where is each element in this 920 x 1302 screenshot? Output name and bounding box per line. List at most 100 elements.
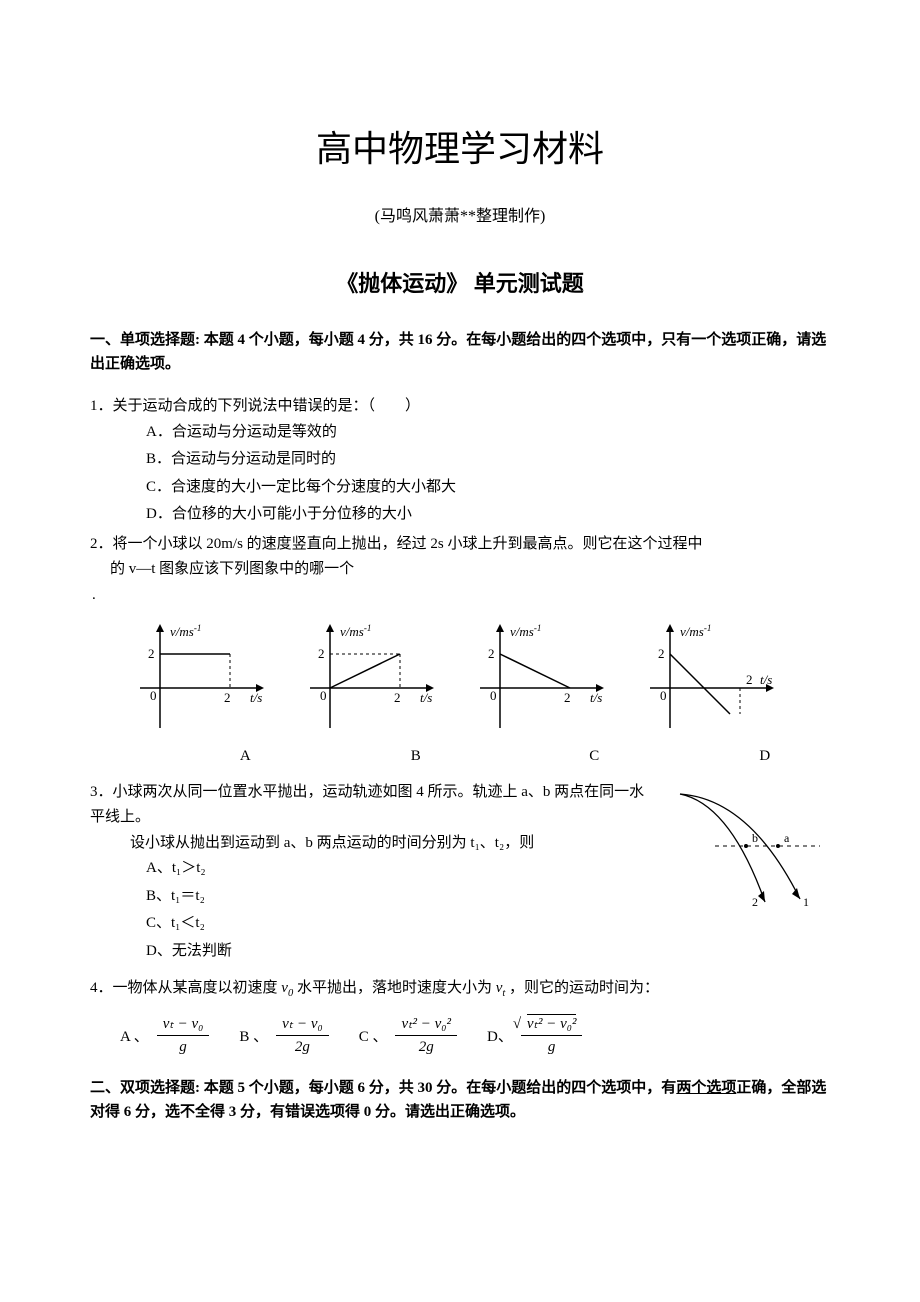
q4-opt-b-label: B 、 bbox=[239, 1025, 268, 1046]
s2-m4: 分，选不全得 bbox=[131, 1104, 229, 1120]
q4-frac-c-den: 2g bbox=[419, 1036, 434, 1056]
svg-text:0: 0 bbox=[150, 688, 157, 703]
q2-chart-a: v/ms-1 2 0 2 t/s bbox=[120, 618, 280, 738]
s2-m1: 个小题，每小题 bbox=[245, 1080, 358, 1096]
svg-text:t/s: t/s bbox=[590, 690, 602, 705]
q4-opt-d: D、 √ vₜ² − v₀² g bbox=[487, 1015, 582, 1056]
svg-text:0: 0 bbox=[660, 688, 667, 703]
svg-text:b: b bbox=[752, 831, 758, 845]
q3-opt-a: A、t₁＞t₂ bbox=[146, 856, 650, 882]
main-title: 高中物理学习材料 bbox=[90, 120, 830, 172]
q2: 2．将一个小球以 20m/s 的速度竖直向上抛出，经过 2s 小球上升到最高点。… bbox=[90, 532, 830, 770]
section1-b2: 4 bbox=[358, 332, 366, 348]
q1-opt-b: B．合运动与分运动是同时的 bbox=[146, 447, 830, 473]
q2-chart-labels: A B C D bbox=[120, 744, 830, 770]
svg-text:2: 2 bbox=[746, 672, 753, 687]
q2-label-c: C bbox=[481, 744, 660, 770]
q4-stem-mid: 水平抛出，落地时速度大小为 bbox=[293, 980, 496, 996]
q3-opt-c: C、t₁＜t₂ bbox=[146, 911, 650, 937]
s2-m2: 分，共 bbox=[365, 1080, 418, 1096]
q4-v0: v0 bbox=[281, 980, 293, 996]
q4-opt-b: B 、 vₜ − v₀ 2g bbox=[239, 1015, 328, 1056]
q1-opt-d: D．合位移的大小可能小于分位移的大小 bbox=[146, 502, 830, 528]
q1: 1．关于运动合成的下列说法中错误的是：（ ） A．合运动与分运动是等效的 B．合… bbox=[90, 394, 830, 528]
q4-frac-b: vₜ − v₀ 2g bbox=[276, 1015, 329, 1056]
q2-chart-d: v/ms-1 2 0 2 t/s bbox=[630, 618, 790, 738]
s2-prefix: 二、双项选择题: 本题 bbox=[90, 1080, 238, 1096]
q3-text: 3．小球两次从同一位置水平抛出，运动轨迹如图 4 所示。轨迹上 a、b 两点在同… bbox=[90, 780, 650, 967]
q2-chart-b: v/ms-1 2 0 2 t/s bbox=[290, 618, 450, 738]
section1-m3: 分。在每小题给出的四个选项中， bbox=[433, 332, 662, 348]
s2-b1: 5 bbox=[238, 1080, 246, 1096]
credit-line: (马鸣风萧萧**整理制作) bbox=[90, 202, 830, 226]
svg-text:t/s: t/s bbox=[420, 690, 432, 705]
svg-text:v/ms-1: v/ms-1 bbox=[170, 623, 201, 639]
q4-frac-d-num: √ vₜ² − v₀² bbox=[521, 1015, 583, 1036]
q2-line1: 2．将一个小球以 20m/s 的速度竖直向上抛出，经过 2s 小球上升到最高点。… bbox=[90, 532, 830, 558]
s2-b2: 6 bbox=[358, 1080, 366, 1096]
q4-frac-a-den: g bbox=[179, 1036, 187, 1056]
q4-frac-c-num: vₜ² − v₀² bbox=[395, 1015, 457, 1036]
q4-frac-d-den: g bbox=[548, 1036, 556, 1056]
q3-svg: b a 1 2 bbox=[660, 784, 830, 914]
q4-frac-d: √ vₜ² − v₀² g bbox=[521, 1015, 583, 1056]
svg-text:v/ms-1: v/ms-1 bbox=[680, 623, 711, 639]
q3: 3．小球两次从同一位置水平抛出，运动轨迹如图 4 所示。轨迹上 a、b 两点在同… bbox=[90, 780, 830, 967]
q3-line2: 设小球从抛出到运动到 a、b 两点运动的时间分别为 t₁、t₂，则 bbox=[130, 831, 650, 857]
svg-text:2: 2 bbox=[318, 646, 325, 661]
section1-m1: 个小题，每小题 bbox=[245, 332, 358, 348]
svg-text:2: 2 bbox=[488, 646, 495, 661]
q2-label-a: A bbox=[120, 744, 311, 770]
q3-opt-b: B、t₁＝t₂ bbox=[146, 884, 650, 910]
svg-text:2: 2 bbox=[564, 690, 571, 705]
q4-opt-c: C 、 vₜ² − v₀² 2g bbox=[359, 1015, 457, 1056]
q4-frac-a-num: vₜ − v₀ bbox=[157, 1015, 210, 1036]
q1-opt-a: A．合运动与分运动是等效的 bbox=[146, 420, 830, 446]
q4-vt: vt bbox=[496, 980, 506, 996]
s2-t1u: 两个选项 bbox=[676, 1080, 736, 1096]
q3-figure: b a 1 2 bbox=[660, 784, 830, 924]
q3-line1: 3．小球两次从同一位置水平抛出，运动轨迹如图 4 所示。轨迹上 a、b 两点在同… bbox=[90, 780, 650, 831]
q1-options: A．合运动与分运动是等效的 B．合运动与分运动是同时的 C．合速度的大小一定比每… bbox=[146, 420, 830, 528]
svg-text:t/s: t/s bbox=[250, 690, 262, 705]
q3-options: A、t₁＞t₂ B、t₁＝t₂ C、t₁＜t₂ D、无法判断 bbox=[146, 856, 650, 964]
svg-text:2: 2 bbox=[394, 690, 401, 705]
q4-opt-a-label: A 、 bbox=[120, 1025, 149, 1046]
q2-label-b: B bbox=[311, 744, 482, 770]
q4-frac-a: vₜ − v₀ g bbox=[157, 1015, 210, 1056]
section1-m2: 分，共 bbox=[365, 332, 418, 348]
svg-text:t/s: t/s bbox=[760, 672, 772, 687]
q2-label-d: D bbox=[660, 744, 831, 770]
section1-b1: 4 bbox=[238, 332, 246, 348]
section2-heading: 二、双项选择题: 本题 5 个小题，每小题 6 分，共 30 分。在每小题给出的… bbox=[90, 1076, 830, 1124]
q4-formula-row: A 、 vₜ − v₀ g B 、 vₜ − v₀ 2g C 、 vₜ² − v… bbox=[120, 1015, 830, 1056]
s2-t1pre: 有 bbox=[661, 1080, 676, 1096]
q4-stem-post: ，则它的运动时间为： bbox=[505, 980, 659, 996]
s2-m3: 分。在每小题给出的四个选项中， bbox=[433, 1080, 662, 1096]
q4-stem-pre: 4．一物体从某高度以初速度 bbox=[90, 980, 281, 996]
q4-opt-d-label: D、 bbox=[487, 1025, 513, 1046]
q4-frac-c: vₜ² − v₀² 2g bbox=[395, 1015, 457, 1056]
q2-dot: . bbox=[92, 583, 830, 609]
svg-text:2: 2 bbox=[658, 646, 665, 661]
q1-opt-c: C．合速度的大小一定比每个分速度的大小都大 bbox=[146, 475, 830, 501]
svg-text:1: 1 bbox=[803, 895, 809, 909]
svg-text:v/ms-1: v/ms-1 bbox=[510, 623, 541, 639]
svg-text:a: a bbox=[784, 831, 790, 845]
q2-line2: 的 v—t 图象应该下列图象中的哪一个 bbox=[110, 557, 830, 583]
q2-charts-row: v/ms-1 2 0 2 t/s v/ms-1 2 0 2 t/s bbox=[120, 618, 830, 738]
q4-frac-b-den: 2g bbox=[295, 1036, 310, 1056]
sub-title: 《抛体运动》 单元测试题 bbox=[90, 266, 830, 298]
section1-b3: 16 bbox=[418, 332, 433, 348]
svg-text:2: 2 bbox=[148, 646, 155, 661]
svg-text:2: 2 bbox=[752, 895, 758, 909]
q4-opt-a: A 、 vₜ − v₀ g bbox=[120, 1015, 209, 1056]
q2-chart-c: v/ms-1 2 0 2 t/s bbox=[460, 618, 620, 738]
q4: 4．一物体从某高度以初速度 v0 水平抛出，落地时速度大小为 vt ，则它的运动… bbox=[90, 976, 830, 1003]
s2-m5: 分，有错误选项得 bbox=[236, 1104, 364, 1120]
svg-text:0: 0 bbox=[320, 688, 327, 703]
s2-b3: 30 bbox=[418, 1080, 433, 1096]
svg-text:2: 2 bbox=[224, 690, 231, 705]
s2-m6: 分。请选出正确选项。 bbox=[371, 1104, 525, 1120]
svg-text:v/ms-1: v/ms-1 bbox=[340, 623, 371, 639]
